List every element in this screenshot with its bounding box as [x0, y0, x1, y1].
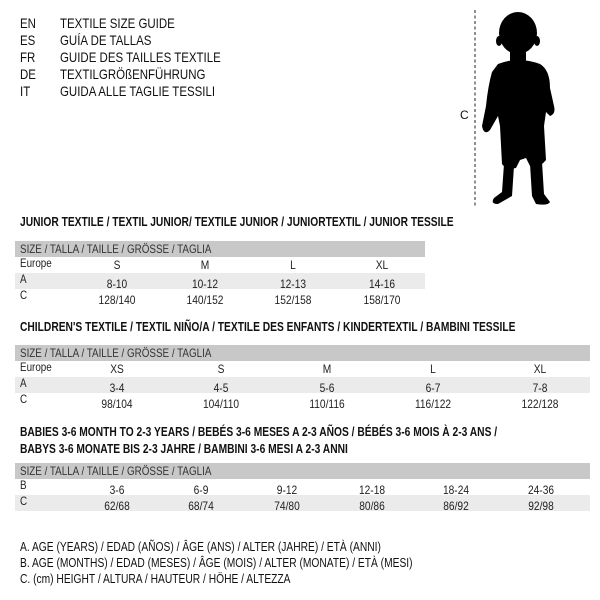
table-cell: 68/74 [188, 499, 214, 513]
table-cell: 7-8 [532, 381, 548, 395]
section-title-text: JUNIOR TEXTILE / TEXTIL JUNIOR/ TEXTILE … [20, 215, 454, 229]
table-row: Europe XS S M L XL [15, 360, 590, 377]
table-cell: XL [533, 362, 547, 376]
table-cell: 3-4 [109, 381, 125, 395]
table-row: B 3-6 6-9 9-12 12-18 18-24 24-36 [15, 478, 590, 497]
table-cell: 24-36 [527, 483, 555, 497]
lang-row-it: IT GUIDA ALLE TAGLIE TESSILI [20, 83, 420, 100]
table-cell: 86/92 [443, 499, 469, 513]
table-header: SIZE / TALLA / TAILLE / GRÖSSE / TAGLIA [15, 241, 425, 257]
row-label: Europe [20, 256, 52, 270]
table-cell: 14-16 [368, 277, 396, 291]
lang-code: FR [20, 49, 36, 65]
height-measure-label: C [460, 108, 469, 122]
lang-row-en: EN TEXTILE SIZE GUIDE [20, 15, 420, 32]
table-header: SIZE / TALLA / TAILLE / GRÖSSE / TAGLIA [15, 463, 590, 479]
table-cell: 5-6 [319, 381, 335, 395]
table-cell: L [290, 258, 296, 272]
table-header-text: SIZE / TALLA / TAILLE / GRÖSSE / TAGLIA [20, 346, 212, 360]
table-cell: 62/68 [104, 499, 130, 513]
row-label: A [20, 272, 27, 286]
row-label: C [20, 392, 28, 406]
table-row: C 98/104 104/110 110/116 116/122 122/128 [15, 392, 590, 411]
table-cell: 6-7 [425, 381, 441, 395]
row-label: A [20, 376, 27, 390]
lang-title: GUÍA DE TALLAS [60, 32, 152, 48]
table-cell: 3-6 [109, 483, 125, 497]
table-row: C 62/68 68/74 74/80 80/86 86/92 92/98 [15, 494, 590, 513]
lang-row-es: ES GUÍA DE TALLAS [20, 32, 420, 49]
legend-item-b: B. AGE (MONTHS) / EDAD (MESES) / ÂGE (MO… [20, 556, 413, 570]
table-cell: 9-12 [276, 483, 298, 497]
table-cell: 104/110 [202, 397, 240, 411]
table-cell: 158/170 [363, 293, 401, 307]
lang-code: EN [20, 15, 36, 31]
lang-title: GUIDE DES TAILLES TEXTILE [60, 49, 221, 65]
table-cell: 110/116 [309, 397, 345, 411]
lang-title: TEXTILE SIZE GUIDE [60, 15, 175, 31]
section-title-text: BABYS 3-6 MONATE BIS 2-3 JAHRE / BAMBINI… [20, 442, 348, 456]
table-cell: 10-12 [191, 277, 219, 291]
size-table: SIZE / TALLA / TAILLE / GRÖSSE / TAGLIA E… [15, 241, 425, 307]
size-table: SIZE / TALLA / TAILLE / GRÖSSE / TAGLIA B… [15, 463, 590, 513]
lang-row-fr: FR GUIDE DES TAILLES TEXTILE [20, 49, 420, 66]
table-cell: 74/80 [274, 499, 300, 513]
size-table: SIZE / TALLA / TAILLE / GRÖSSE / TAGLIA E… [15, 345, 590, 411]
lang-title: GUIDA ALLE TAGLIE TESSILI [60, 83, 216, 99]
row-label: B [20, 478, 27, 492]
row-label: Europe [20, 360, 52, 374]
table-cell: 92/98 [528, 499, 554, 513]
section-title: BABYS 3-6 MONATE BIS 2-3 JAHRE / BAMBINI… [20, 441, 420, 458]
table-cell: M [322, 362, 332, 376]
section-title: BABIES 3-6 MONTH TO 2-3 YEARS / BEBÉS 3-… [20, 424, 600, 441]
table-cell: S [217, 362, 225, 376]
table-row: C 128/140 140/152 152/158 158/170 [15, 288, 425, 307]
table-cell: 122/128 [521, 397, 559, 411]
table-cell: 116/122 [414, 397, 452, 411]
table-cell: 12-18 [358, 483, 386, 497]
table-row: Europe S M L XL [15, 256, 425, 273]
baby-silhouette-icon [474, 10, 555, 208]
table-cell: XL [375, 258, 389, 272]
table-cell: L [430, 362, 436, 376]
section-title: JUNIOR TEXTILE / TEXTIL JUNIOR/ TEXTILE … [20, 214, 549, 231]
language-titles: EN TEXTILE SIZE GUIDE ES GUÍA DE TALLAS FR… [20, 15, 420, 100]
legend-item-c: C. (cm) HEIGHT / ALTURA / HAUTEUR / HÖHE… [20, 572, 291, 586]
table-cell: 12-13 [279, 277, 307, 291]
table-header-text: SIZE / TALLA / TAILLE / GRÖSSE / TAGLIA [20, 464, 212, 478]
table-cell: XS [110, 362, 124, 376]
table-header: SIZE / TALLA / TAILLE / GRÖSSE / TAGLIA [15, 345, 590, 361]
table-cell: 80/86 [359, 499, 385, 513]
row-label: C [20, 288, 28, 302]
row-label: C [20, 494, 28, 508]
table-cell: 140/152 [186, 293, 224, 307]
table-cell: S [113, 258, 121, 272]
table-cell: 6-9 [193, 483, 209, 497]
table-row: A 8-10 10-12 12-13 14-16 [15, 272, 425, 291]
table-header-text: SIZE / TALLA / TAILLE / GRÖSSE / TAGLIA [20, 242, 212, 256]
table-row: A 3-4 4-5 5-6 6-7 7-8 [15, 376, 590, 395]
table-cell: 18-24 [442, 483, 470, 497]
lang-code: DE [20, 66, 36, 82]
table-cell: 4-5 [213, 381, 229, 395]
section-title: CHILDREN'S TEXTILE / TEXTIL NIÑO/A / TEX… [20, 319, 600, 336]
table-cell: M [200, 258, 210, 272]
lang-code: ES [20, 32, 36, 48]
table-cell: 8-10 [106, 277, 128, 291]
legend: A. AGE (YEARS) / EDAD (AÑOS) / ÂGE (ANS)… [20, 539, 499, 587]
section-title-text: CHILDREN'S TEXTILE / TEXTIL NIÑO/A / TEX… [20, 320, 516, 334]
lang-code: IT [20, 83, 31, 99]
table-cell: 128/140 [98, 293, 136, 307]
table-cell: 98/104 [101, 397, 133, 411]
legend-item-a: A. AGE (YEARS) / EDAD (AÑOS) / ÂGE (ANS)… [20, 540, 381, 554]
section-title-text: BABIES 3-6 MONTH TO 2-3 YEARS / BEBÉS 3-… [20, 425, 498, 439]
lang-row-de: DE TEXTILGRÖßENFÜHRUNG [20, 66, 420, 83]
table-cell: 152/158 [274, 293, 312, 307]
lang-title: TEXTILGRÖßENFÜHRUNG [60, 66, 206, 82]
